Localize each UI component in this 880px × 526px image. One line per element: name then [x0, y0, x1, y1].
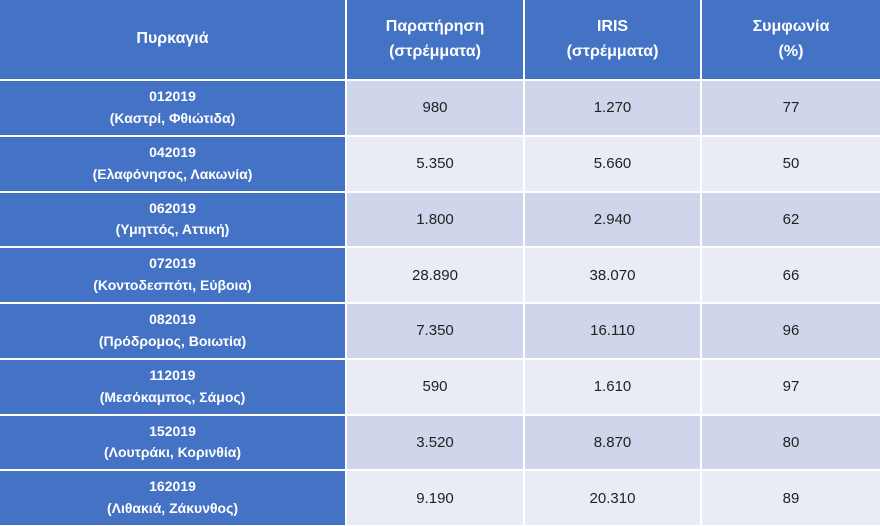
cell-text: 3.520 — [416, 433, 454, 451]
row-header-cell: 112019 (Μεσόκαμπος, Σάμος) — [0, 359, 345, 414]
cell-text: 66 — [782, 266, 800, 284]
header-cell: Παρατήρηση (στρέμματα) — [347, 0, 523, 79]
row-header-cell: 042019 (Ελαφόνησος, Λακωνία) — [0, 136, 345, 191]
data-cell: 66 — [702, 248, 880, 302]
cell-line: (στρέμματα) — [389, 42, 481, 60]
cell-line: 042019 — [149, 143, 196, 160]
cell-text: 980 — [422, 99, 448, 117]
cell-line: (Λουτράκι, Κορινθία) — [103, 444, 242, 461]
row-header-cell: 072019 (Κοντοδεσπότι, Εύβοια) — [0, 248, 345, 302]
data-cell: 1.610 — [525, 359, 700, 414]
cell-text: 77 — [782, 99, 800, 117]
data-cell: 3.520 — [347, 415, 523, 470]
cell-text: 16.110 — [590, 322, 635, 340]
data-cell: 80 — [702, 415, 880, 470]
data-cell: 96 — [702, 304, 880, 358]
cell-line: (%) — [778, 42, 804, 60]
cell-line: 162019 — [149, 478, 196, 495]
cell-text: 96 — [782, 322, 800, 340]
cell-text: 28.890 — [412, 266, 458, 284]
cell-line: (Λιθακιά, Ζάκυνθος) — [106, 500, 239, 517]
data-cell: 7.350 — [347, 304, 523, 358]
data-cell: 1.270 — [525, 81, 700, 135]
cell-line: 062019 — [149, 199, 196, 216]
cell-text: 89 — [782, 489, 800, 507]
cell-line: Παρατήρηση — [385, 17, 485, 35]
cell-text: 38.070 — [589, 266, 636, 284]
data-cell: 38.070 — [525, 248, 700, 302]
row-header-cell: 062019 (Υμηττός, Αττική) — [0, 192, 345, 247]
cell-line: 082019 — [149, 311, 196, 328]
cell-text: 9.190 — [416, 489, 454, 507]
cell-text: 5.660 — [593, 155, 632, 172]
data-cell: 50 — [702, 136, 880, 191]
cell-line: Πυρκαγιά — [136, 30, 209, 48]
cell-line: (Ελαφόνησος, Λακωνία) — [92, 165, 253, 182]
cell-text: 1.800 — [416, 210, 454, 228]
header-cell: Πυρκαγιά — [0, 0, 345, 79]
cell-text: 2.940 — [593, 210, 632, 228]
cell-text: 1.610 — [593, 378, 632, 395]
cell-text: 80 — [782, 433, 800, 451]
cell-line: Συμφωνία — [752, 17, 830, 35]
cell-line: (Υμηττός, Αττική) — [115, 221, 230, 238]
cell-text: 97 — [782, 378, 800, 395]
data-cell: 28.890 — [347, 248, 523, 302]
cell-text: 5.350 — [416, 155, 454, 172]
cell-line: 152019 — [149, 422, 196, 439]
cell-text: 50 — [782, 155, 800, 172]
cell-line: (Μεσόκαμπος, Σάμος) — [99, 388, 246, 405]
data-cell: 8.870 — [525, 415, 700, 470]
data-cell: 590 — [347, 359, 523, 414]
row-header-cell: 012019 (Καστρί, Φθιώτιδα) — [0, 81, 345, 135]
cell-text: 20.310 — [589, 489, 636, 507]
row-header-cell: 152019 (Λουτράκι, Κορινθία) — [0, 415, 345, 470]
data-cell: 77 — [702, 81, 880, 135]
header-cell: IRIS (στρέμματα) — [525, 0, 700, 79]
data-cell: 2.940 — [525, 192, 700, 247]
data-cell: 16.110 — [525, 304, 700, 358]
data-cell: 9.190 — [347, 471, 523, 525]
cell-text: 590 — [422, 378, 448, 395]
cell-line: 112019 — [149, 366, 196, 383]
data-cell: 97 — [702, 359, 880, 414]
cell-line: IRIS — [596, 17, 629, 35]
cell-text: 62 — [782, 210, 800, 228]
row-header-cell: 082019 (Πρόδρομος, Βοιωτία) — [0, 304, 345, 358]
data-cell: 5.350 — [347, 136, 523, 191]
data-cell: 1.800 — [347, 192, 523, 247]
data-cell: 89 — [702, 471, 880, 525]
cell-line: (στρέμματα) — [566, 42, 659, 60]
cell-line: 012019 — [149, 88, 196, 105]
cell-text: 1.270 — [593, 99, 632, 117]
header-cell: Συμφωνία (%) — [702, 0, 880, 79]
cell-line: (Κοντοδεσπότι, Εύβοια) — [93, 277, 252, 294]
row-header-cell: 162019 (Λιθακιά, Ζάκυνθος) — [0, 471, 345, 525]
data-cell: 20.310 — [525, 471, 700, 525]
cell-line: (Καστρί, Φθιώτιδα) — [109, 109, 236, 126]
cell-text: 7.350 — [416, 322, 454, 340]
data-cell: 62 — [702, 192, 880, 247]
cell-text: 8.870 — [593, 433, 632, 451]
data-cell: 980 — [347, 81, 523, 135]
cell-line: (Πρόδρομος, Βοιωτία) — [98, 332, 247, 349]
data-cell: 5.660 — [525, 136, 700, 191]
cell-line: 072019 — [149, 255, 196, 272]
